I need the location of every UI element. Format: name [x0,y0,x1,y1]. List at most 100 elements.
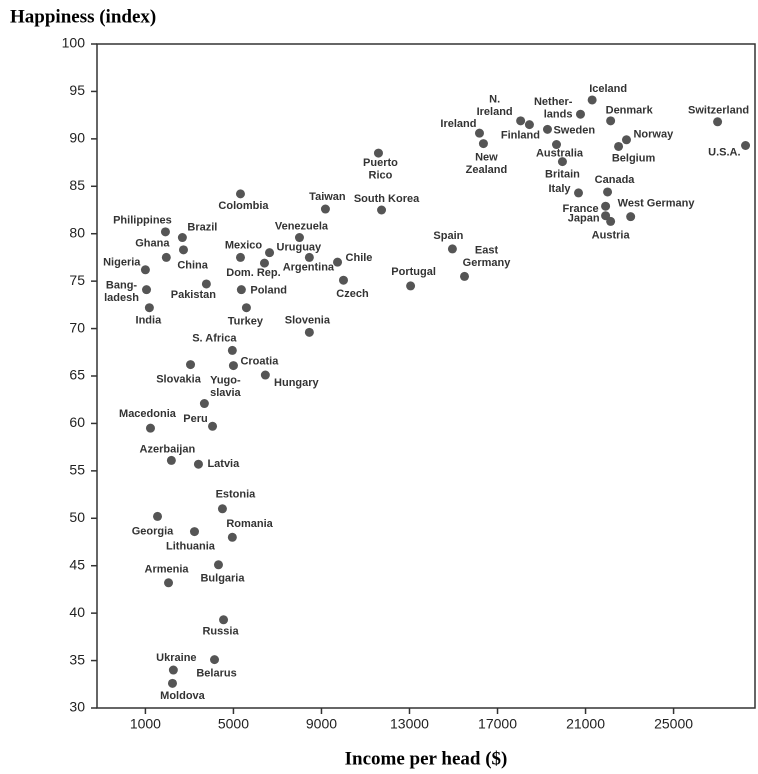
point [621,135,631,145]
point [227,345,237,355]
point [144,303,154,313]
point [626,212,636,222]
point [373,148,383,158]
point [713,117,723,127]
point [235,189,245,199]
point [304,252,314,262]
point-label: Armenia [145,564,190,576]
y-tick-label: 55 [69,462,85,478]
point-label: Russia [202,626,239,638]
point [189,527,199,537]
point [557,157,567,167]
y-tick-label: 95 [69,82,85,98]
point [153,511,163,521]
point-label: Lithuania [166,540,216,552]
point [208,421,218,431]
point-label: ladesh [104,292,139,304]
point [241,303,251,313]
point-label: Bang- [106,280,138,292]
point [542,124,552,134]
point [186,360,196,370]
point [259,258,269,268]
point-label: Czech [336,288,369,300]
point-label: Croatia [240,355,279,367]
point-label: Azerbaijan [140,443,196,455]
point [516,116,526,126]
point [164,578,174,588]
point-label: Macedonia [119,408,177,420]
y-tick-label: 85 [69,177,85,193]
point [199,399,209,409]
point-label: Yugo- [210,374,241,386]
y-tick-label: 40 [69,604,85,620]
point [304,327,314,337]
y-tick-label: 75 [69,272,85,288]
point-label: Ghana [135,238,170,250]
point-label: Canada [595,174,636,186]
point [166,455,176,465]
point-label: Japan [568,213,600,225]
y-tick-label: 60 [69,414,85,430]
point-label: Uruguay [277,242,323,254]
point [406,281,416,291]
point-label: Moldova [160,690,205,702]
point-label: Australia [536,147,584,159]
x-axis-title: Income per head ($) [345,748,508,769]
point-label: Ukraine [156,652,196,664]
point [575,109,585,119]
point-label: Turkey [228,316,264,328]
point [447,244,457,254]
point-label: Nether- [534,96,573,108]
point-label: Germany [463,257,512,269]
point-label: Dom. Rep. [226,267,280,279]
point-label: France [562,203,598,215]
y-tick-label: 50 [69,509,85,525]
point [235,252,245,262]
point-label: Italy [548,183,571,195]
point-label: Brazil [187,221,217,233]
point [377,205,387,215]
point [333,257,343,267]
point [320,204,330,214]
y-tick-label: 45 [69,556,85,572]
point-label: Philippines [113,215,172,227]
y-axis-title: Happiness (index) [10,6,156,27]
point [478,139,488,149]
point [460,271,470,281]
point-label: South Korea [354,193,420,205]
point [524,120,534,130]
point [338,275,348,285]
point [142,285,152,295]
point-label: U.S.A. [708,146,740,158]
point [193,459,203,469]
point-label: Switzerland [688,105,749,117]
point [265,248,275,258]
x-tick-label: 5000 [218,716,249,732]
y-tick-label: 80 [69,224,85,240]
point-label: Portugal [391,266,436,278]
x-tick-label: 25000 [654,716,693,732]
point-label: India [136,315,163,327]
point [167,678,177,688]
point-label: Spain [433,230,463,242]
point-label: New [475,152,498,164]
point [213,560,223,570]
point [236,285,246,295]
point-label: East [475,244,499,256]
point [160,227,170,237]
y-tick-label: 70 [69,319,85,335]
y-tick-label: 65 [69,367,85,383]
x-tick-label: 17000 [478,716,517,732]
point [606,216,616,226]
point [574,188,584,198]
point-label: West Germany [618,198,696,210]
y-tick-label: 90 [69,130,85,146]
point-label: Britain [545,169,580,181]
point-label: China [177,259,208,271]
point-label: N. [489,94,500,106]
point-label: Colombia [218,200,269,212]
point-label: Rico [369,169,393,181]
point-label: Austria [592,229,631,241]
x-tick-label: 1000 [130,716,161,732]
